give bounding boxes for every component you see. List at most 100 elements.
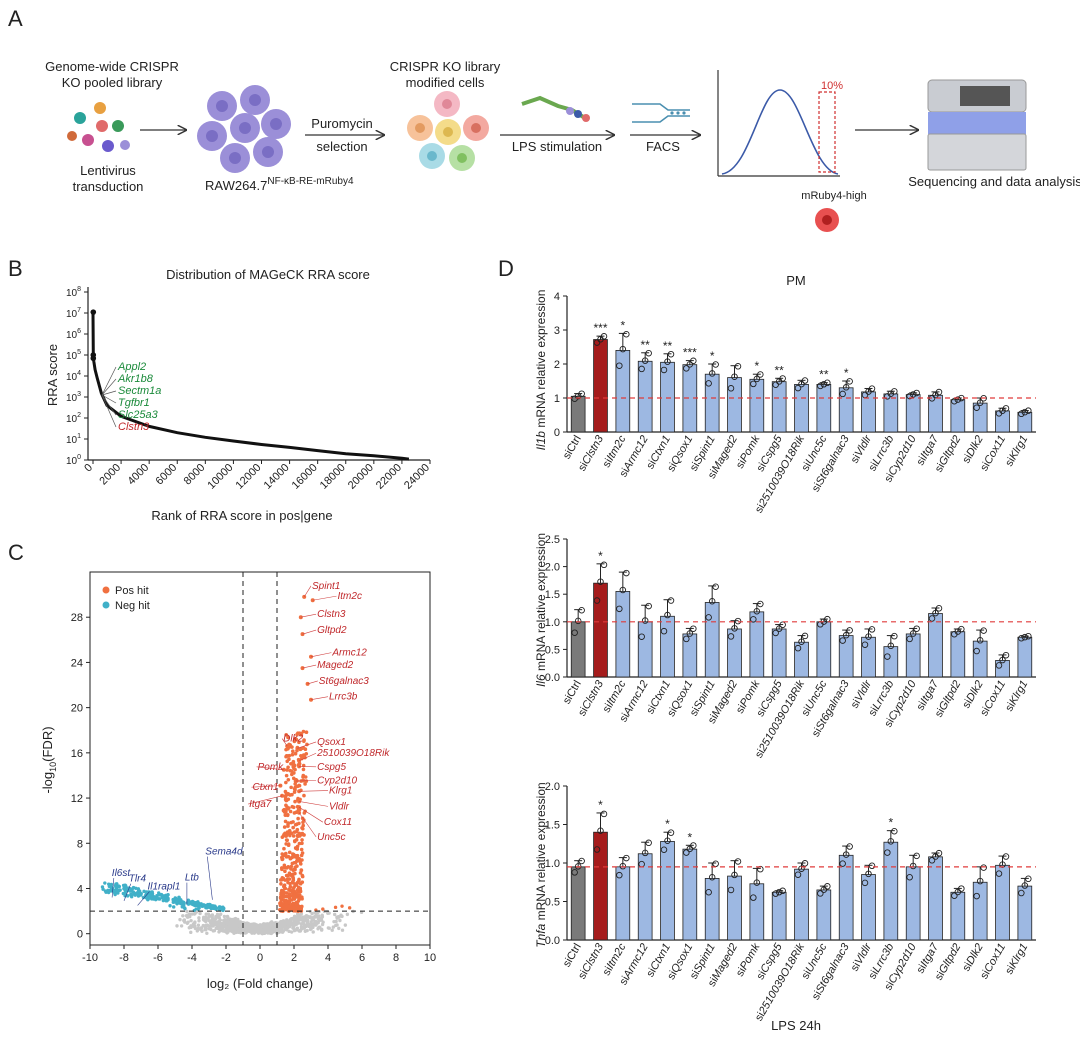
significance-mark: * [844, 366, 849, 380]
volcano-threshold-lines [90, 572, 430, 945]
pos-gene-label: Clstn3 [317, 609, 346, 620]
pos-gene-label: Armc12 [331, 648, 367, 659]
volcano-point [191, 922, 196, 926]
volcano-point [259, 929, 264, 934]
pos-gene-label: Itga7 [249, 799, 272, 810]
y-tick-label: 0.0 [545, 672, 560, 684]
bar [570, 866, 586, 941]
replicate-point [846, 843, 853, 850]
replicate-point [824, 883, 831, 890]
volcano-point [171, 900, 175, 904]
bar [838, 854, 854, 941]
bar [660, 841, 675, 941]
volcano-point [295, 859, 299, 863]
replicate-point [623, 569, 630, 577]
replicate-point [616, 362, 623, 369]
volcano-point [288, 809, 293, 814]
replicate-point [1021, 633, 1029, 641]
bar [1017, 885, 1033, 941]
replicate-point [619, 345, 627, 353]
bar [950, 399, 966, 433]
replicate-point [820, 381, 828, 388]
volcano-point [183, 906, 187, 911]
volcano-point [248, 924, 252, 928]
volcano-point [290, 752, 295, 757]
replicate-point [750, 380, 757, 388]
volcano-point [285, 798, 289, 802]
panel-d-bar-charts: 0 1 2 3 4 Il1b mRNA relative expression siCtrl… [534, 290, 1036, 1023]
volcano-point [334, 923, 338, 928]
volcano-point [299, 912, 304, 916]
volcano-point [210, 917, 215, 921]
raw-cells-icon [197, 85, 291, 173]
volcano-point [298, 747, 303, 752]
replicate-point [571, 629, 578, 636]
bar [972, 402, 988, 433]
volcano-point [123, 884, 128, 888]
volcano-point [300, 838, 304, 842]
volcano-point [158, 897, 162, 901]
replicate-point [891, 632, 898, 640]
volcano-point [286, 921, 290, 926]
volcano-point [235, 923, 239, 928]
volcano-point [301, 820, 305, 825]
replicate-point [638, 365, 645, 373]
sequencing-label: Sequencing and data analysis [908, 174, 1080, 189]
significance-mark: ** [819, 368, 829, 382]
pos-gene-label: Cox11 [324, 817, 352, 828]
replicate-point [868, 385, 876, 392]
replicate-point [906, 635, 913, 643]
bar [682, 633, 698, 678]
y-tick-label: 106 [66, 328, 81, 341]
volcano-point [313, 919, 318, 924]
volcano-point [181, 902, 185, 906]
y-axis-label: Tnfa mRNA relative expression [534, 782, 548, 947]
replicate-point [683, 365, 690, 372]
volcano-point [238, 923, 242, 927]
replicate-point [1018, 889, 1025, 897]
cell-line-label: RAW264.7NF-κB-RE-mRuby4 [205, 176, 354, 193]
replicate-point [667, 350, 675, 358]
x-tick-label: 2000 [97, 462, 123, 488]
x-tick-label: 14000 [262, 462, 292, 492]
replicate-point [578, 390, 585, 397]
replicate-point [753, 879, 761, 886]
label-leader [101, 390, 117, 396]
volcano-point [178, 917, 182, 922]
volcano-point [284, 733, 288, 737]
x-tick-label: 6000 [154, 462, 180, 488]
volcano-point [340, 904, 344, 908]
replicate-point [824, 379, 831, 387]
label-leader [207, 856, 213, 900]
bar [972, 881, 988, 941]
volcano-point [284, 773, 289, 778]
volcano-point [186, 902, 191, 906]
volcano-point [175, 924, 179, 928]
volcano-point [195, 900, 199, 905]
volcano-point [330, 928, 334, 932]
replicate-point [757, 600, 764, 608]
replicate-point [909, 391, 917, 398]
volcano-point [334, 919, 338, 924]
replicate-point [597, 827, 604, 835]
volcano-point [149, 894, 153, 898]
bar [615, 591, 631, 678]
volcano-point [284, 855, 289, 859]
volcano-point [100, 885, 105, 889]
label-leader [251, 785, 281, 788]
replicate-point [891, 827, 898, 835]
label-leader [297, 741, 317, 749]
bar [593, 582, 608, 678]
replicate-point [638, 633, 645, 640]
volcano-point [224, 929, 228, 934]
volcano-point [291, 805, 296, 810]
volcano-point [308, 915, 312, 919]
volcano-point [296, 816, 300, 821]
significance-mark: ** [663, 339, 673, 353]
volcano-point [301, 754, 306, 758]
volcano-point [153, 895, 158, 900]
volcano-point [287, 900, 292, 905]
replicate-point [839, 390, 846, 398]
modified-cells-icon [407, 91, 489, 171]
